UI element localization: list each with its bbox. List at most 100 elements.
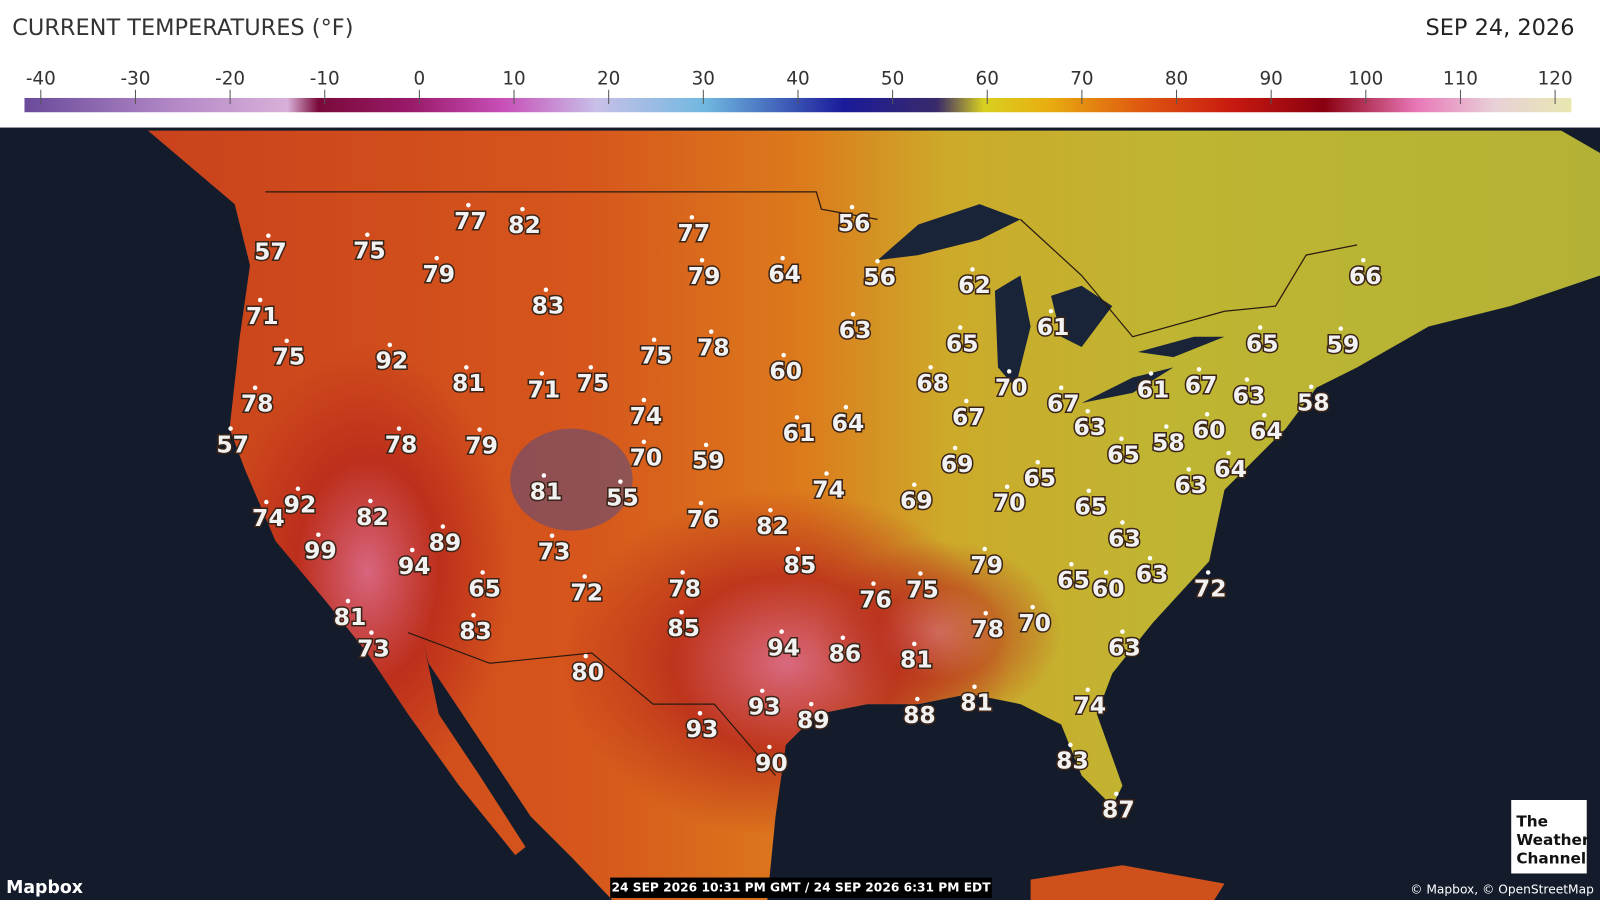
date: SEP 24, 2026	[1425, 15, 1574, 41]
scale-tick-label: 30	[692, 69, 715, 90]
station-dot	[252, 385, 258, 390]
station-dot	[767, 744, 772, 750]
timestamp-box	[610, 877, 992, 898]
twc-logo-line: Weather	[1516, 831, 1590, 849]
station-dot	[1205, 570, 1211, 575]
temperature: 55	[606, 483, 639, 511]
temperature: 78	[971, 615, 1004, 643]
temperature: 79	[422, 260, 455, 288]
station-dot	[543, 287, 549, 293]
station-dot	[849, 204, 855, 210]
station-dot	[957, 325, 963, 330]
station-dot	[1058, 385, 1064, 390]
station-dot	[983, 611, 988, 616]
station-dot	[316, 532, 321, 537]
station-dot	[345, 598, 351, 604]
temperature: 62	[958, 271, 991, 299]
temperature: 75	[353, 237, 386, 265]
temperature: 64	[832, 409, 865, 437]
station-dot	[1114, 791, 1119, 797]
temperature: 70	[995, 373, 1028, 401]
temperature: 64	[768, 260, 801, 288]
temperature: 60	[1193, 416, 1226, 444]
timestamp: 24 SEP 2026 10:31 PM GMT / 24 SEP 2026 6…	[611, 880, 991, 894]
temperature: 73	[538, 538, 571, 566]
station-dot	[794, 415, 800, 420]
temperature: 59	[1327, 330, 1360, 358]
station-dot	[582, 574, 587, 579]
temperature: 76	[859, 586, 892, 614]
station-dot	[970, 267, 975, 272]
station-dot	[387, 342, 393, 348]
station-dot	[641, 397, 647, 403]
station-dot	[1244, 377, 1250, 382]
station-dot	[471, 613, 476, 618]
temperature: 65	[946, 329, 979, 357]
provider-logo: Mapbox	[6, 878, 83, 898]
station-dot	[1086, 488, 1092, 494]
temperature: 65	[1246, 329, 1279, 357]
temperature: 92	[376, 347, 409, 375]
station-dot	[477, 427, 482, 432]
station-dot	[1226, 450, 1231, 456]
station-dot	[781, 352, 786, 358]
temperature: 78	[241, 390, 274, 418]
station-dot	[1006, 369, 1012, 374]
station-dot	[840, 635, 846, 640]
station-dot	[1004, 484, 1010, 489]
temperature: 67	[1047, 390, 1080, 418]
station-dot	[1085, 687, 1091, 693]
station-dot	[1048, 308, 1054, 314]
station-dot	[1085, 408, 1091, 414]
station-dot	[368, 498, 373, 504]
temperature: 70	[630, 444, 663, 472]
station-dot	[1164, 424, 1169, 429]
temperature: 61	[1037, 313, 1070, 341]
station-dot	[915, 696, 920, 702]
temperature: 82	[508, 211, 541, 239]
temperature: 67	[952, 403, 985, 431]
scale-tick-label: 90	[1259, 69, 1282, 90]
station-dot	[520, 206, 525, 212]
station-dot	[466, 202, 471, 208]
station-dot	[918, 571, 923, 576]
temperature: 65	[1057, 566, 1090, 594]
station-dot	[539, 371, 545, 376]
station-dot	[698, 500, 704, 506]
temperature: 81	[452, 369, 485, 397]
scale-tick-label: -30	[120, 69, 150, 90]
station-dot	[464, 365, 469, 370]
station-dot	[1148, 371, 1154, 376]
temperature: 58	[1152, 428, 1185, 456]
temperature: 75	[640, 342, 673, 370]
station-dot	[1103, 570, 1109, 575]
temperature: 90	[755, 749, 788, 777]
temperature: 63	[1233, 381, 1266, 409]
temperature: 66	[1349, 262, 1382, 290]
temperature: 92	[284, 491, 317, 519]
station-dot	[779, 629, 784, 634]
station-dot	[871, 581, 876, 586]
station-dot	[1120, 520, 1125, 525]
scale-tick-label: -40	[26, 69, 56, 90]
station-dot	[708, 329, 714, 334]
temperature: 75	[906, 575, 939, 603]
station-dot	[928, 365, 933, 370]
temperature: 79	[465, 431, 498, 459]
scale-ticks: -40 -30 -20 -10 0 10 20 30 40 50 60 70 80 90 100 110 120	[26, 69, 1573, 105]
station-dot	[972, 684, 977, 689]
station-dot	[434, 255, 439, 261]
station-dot	[264, 499, 269, 505]
station-dot	[480, 570, 485, 575]
temperature: 81	[900, 646, 933, 674]
temperature: 61	[1137, 375, 1170, 403]
temperature: 81	[334, 603, 367, 631]
station-dot	[295, 486, 301, 492]
temperature: 65	[1107, 441, 1140, 469]
station-dot	[697, 711, 703, 716]
temperature: 64	[1250, 417, 1283, 445]
scale-tick-label: 120	[1538, 69, 1573, 90]
temperature: 63	[1073, 413, 1106, 441]
temperature: 57	[254, 238, 287, 266]
temperature: 99	[304, 537, 337, 565]
